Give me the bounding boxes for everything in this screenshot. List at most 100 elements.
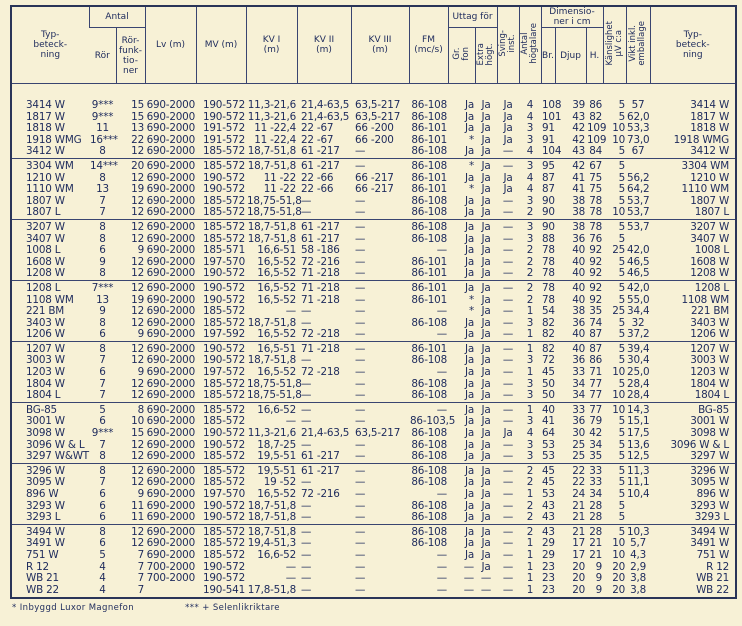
cell-ror: 6 xyxy=(99,488,106,500)
cell-typ-right: 3491 W xyxy=(690,537,730,550)
cell-mv: 185-571 xyxy=(202,244,245,257)
cell-br: 50 xyxy=(542,377,555,390)
cell-ror: 13 xyxy=(96,293,109,306)
cell-ror: 5 xyxy=(89,401,116,417)
header-spacer xyxy=(12,84,735,101)
table-row: 3001 W 6 10 690-2000 185-572 — — — 86-103,5 Ja Ja —… xyxy=(12,416,735,428)
cell-ror: 6 xyxy=(99,366,106,379)
cell-mv: 197-572 xyxy=(202,366,245,379)
cell-mv: 190-572 xyxy=(196,340,246,356)
table-row: 1110 WM 13 19 690-2000 190-572 11 -22 22 -66 66… xyxy=(12,184,735,196)
cell-antal-hogtalare: 2 xyxy=(526,293,534,306)
cell-extra: Ja xyxy=(481,255,491,268)
cell-mv: 197-592 xyxy=(202,328,245,341)
cell-typ: 3491 W xyxy=(26,537,65,550)
cell-kv2: 22 -66 xyxy=(301,171,334,184)
cell-kv1: 11 -22,4 xyxy=(254,122,296,135)
cell-kv1: — xyxy=(285,305,296,318)
cell-h: 21 xyxy=(589,548,603,561)
cell-kanslighet: 5 xyxy=(618,145,626,158)
cell-ror: 13 xyxy=(96,183,109,196)
cell-fm: 86-108 xyxy=(411,537,447,550)
cell-antal-hogtalare: 3 xyxy=(526,450,534,463)
header-kv1: KV I (m) xyxy=(245,7,297,84)
cell-sving: — xyxy=(497,401,520,417)
cell-fm: 86-108 xyxy=(411,232,447,245)
cell-fm: 86-101 xyxy=(411,171,447,184)
cell-vikt xyxy=(626,512,650,524)
cell-typ: WB 21 xyxy=(26,572,59,585)
cell-kv3: 63,5-217 xyxy=(355,427,401,440)
cell-br: 78 xyxy=(542,255,555,268)
cell-kv3: — xyxy=(355,560,366,573)
cell-sving: Ja xyxy=(503,183,513,196)
cell-typ-right: 1207 W xyxy=(650,340,736,356)
cell-kv3: — xyxy=(355,232,366,245)
cell-h: 92 xyxy=(586,279,604,295)
cell-kv1: 18,7-51,8 xyxy=(246,218,297,234)
cell-typ-right: BG-85 xyxy=(650,401,736,417)
cell-mv: 190-572 xyxy=(202,354,245,367)
cell-typ: BG-85 xyxy=(12,401,89,417)
cell-typ-right: 1807 L xyxy=(694,206,730,219)
cell-mv: 185-572 xyxy=(202,145,245,158)
cell-antal-hogtalare: 3 xyxy=(526,354,534,367)
cell-typ: 3207 W xyxy=(12,218,89,234)
cell-kv3: 66 -217 xyxy=(355,183,394,196)
cell-rorfunk: 12 xyxy=(131,267,144,280)
cell-typ-right: 3297 W xyxy=(690,450,730,463)
cell-grfon: Ja xyxy=(464,232,474,245)
cell-ror: 6 xyxy=(99,511,106,524)
cell-lv: 690-2000 xyxy=(146,194,196,207)
cell-rorfunk: 9 xyxy=(137,244,145,257)
cell-br: 90 xyxy=(541,218,555,234)
radio-specification-table: Typ- beteck- ning Antal Lv (m) MV (m) KV… xyxy=(10,5,737,599)
cell-antal-hogtalare: 1 xyxy=(526,537,534,550)
cell-rorfunk: 12 xyxy=(131,354,144,367)
cell-vikt: 53,7 xyxy=(627,194,650,207)
cell-ror: 14*** xyxy=(89,157,118,173)
cell-kv2: 72 -216 xyxy=(301,488,340,500)
cell-vikt xyxy=(626,501,650,513)
cell-ror: 8 xyxy=(99,145,106,158)
cell-fm: 86-108 xyxy=(411,99,447,111)
cell-h: 92 xyxy=(589,244,603,257)
cell-sving: — xyxy=(502,511,514,524)
cell-extra: Ja xyxy=(475,157,498,173)
cell-kanslighet: 10 xyxy=(612,366,626,379)
cell-grfon: Ja xyxy=(464,499,474,512)
cell-fm: 86-108 xyxy=(411,427,447,440)
cell-br: 90 xyxy=(542,194,555,207)
cell-fm: — xyxy=(436,488,447,500)
cell-kv1: 18,7-51,8 xyxy=(247,499,296,512)
cell-kv1: 11,3-21,6 xyxy=(247,110,296,123)
cell-h: 87 xyxy=(589,328,603,341)
cell-djup: 40 xyxy=(572,293,586,306)
cell-ror: 6 xyxy=(99,415,106,428)
table-row: 3095 W 7 12 690-2000 185-572 19 -52 — — 86-108 Ja… xyxy=(12,477,735,489)
cell-br: 90 xyxy=(542,206,555,219)
cell-fm: 86-108 xyxy=(411,354,447,367)
cell-lv: 690-2000 xyxy=(146,183,196,196)
header-antal: Antal xyxy=(88,7,145,28)
cell-kv3: — xyxy=(351,401,409,417)
cell-kv3: — xyxy=(355,548,366,561)
cell-lv: 690-2000 xyxy=(145,462,196,478)
cell-kv2: 71 -218 xyxy=(297,279,351,295)
cell-djup: 38 xyxy=(572,206,586,219)
cell-ror: 8 xyxy=(99,232,106,245)
cell-fm: — xyxy=(436,305,447,318)
cell-extra: Ja xyxy=(481,305,491,318)
cell-typ-right: 1206 W xyxy=(690,328,730,341)
table-row: 1804 L 7 12 690-2000 185-572 18,75-51,8— —86-1… xyxy=(12,389,735,402)
cell-kv3: — xyxy=(351,279,409,295)
cell-br: 54 xyxy=(542,305,555,318)
cell-br: 23 xyxy=(542,583,555,596)
cell-typ-right: 1208 L xyxy=(650,279,736,295)
cell-kanslighet: 5 xyxy=(618,194,626,207)
cell-djup: 33 xyxy=(572,366,586,379)
cell-ror: 8 xyxy=(89,523,116,539)
cell-kanslighet: 5 xyxy=(603,462,627,478)
cell-typ-right: 3494 W xyxy=(650,523,736,539)
cell-vikt: 39,4 xyxy=(626,340,651,356)
